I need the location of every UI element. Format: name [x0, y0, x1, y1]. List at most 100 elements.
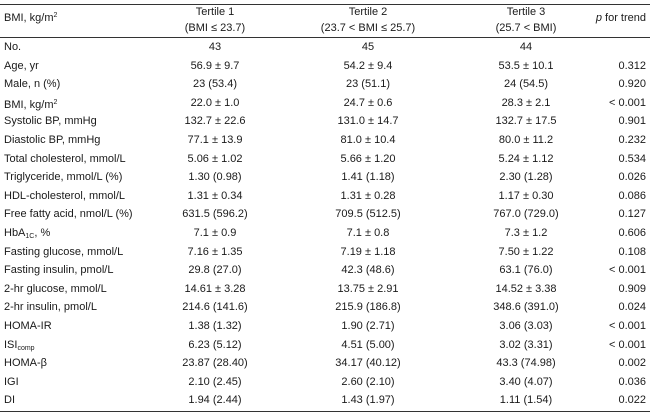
- table-row: HDL-cholesterol, mmol/L 1.31 ± 0.34 1.31 ±…: [0, 187, 650, 206]
- tertile-3-value: 3.40 (4.07): [499, 375, 553, 388]
- table-row: IGI 2.10 (2.45) 2.60 (2.10) 3.40 (4.07) 0.03…: [0, 373, 650, 392]
- row-label: BMI, kg/m2: [4, 98, 58, 111]
- tertile-2-value: 7.1 ± 0.8: [346, 227, 390, 239]
- tertile-1-value: 1.31 ± 0.34: [187, 189, 243, 202]
- row-label: Male, n (%): [4, 78, 61, 91]
- table-row: Male, n (%) 23 (53.4) 23 (51.1) 24 (54.5) 0.…: [0, 75, 650, 94]
- tertile-3-value: 132.7 ± 17.5: [495, 115, 557, 128]
- tertile-3-value: 1.11 (1.54): [499, 394, 553, 407]
- p-value: 0.002: [618, 357, 646, 370]
- tertile-3-value: 3.06 (3.03): [499, 320, 553, 332]
- tertile-3-value: 80.0 ± 11.2: [498, 134, 554, 146]
- p-value: < 0.001: [608, 338, 646, 351]
- row-label: HDL-cholesterol, mmol/L: [4, 189, 126, 202]
- header-tertile-1: Tertile 1: [195, 6, 235, 18]
- tertile-1-value: 14.61 ± 3.28: [184, 282, 246, 295]
- header-tertile-2: Tertile 2: [348, 6, 388, 18]
- row-label: Total cholesterol, mmol/L: [4, 152, 126, 165]
- table-row: HOMA-IR 1.38 (1.32) 1.90 (2.71) 3.06 (3.03)…: [0, 317, 650, 336]
- p-value: 0.022: [618, 394, 646, 407]
- row-label: ISIcomp: [4, 338, 35, 352]
- tertile-1-value: 6.23 (5.12): [188, 338, 242, 351]
- tertile-1-value: 2.10 (2.45): [188, 375, 242, 388]
- tertile-1-value: 23 (53.4): [192, 78, 238, 91]
- table-row: No. 43 45 44: [0, 38, 650, 57]
- row-label: Age, yr: [4, 59, 39, 72]
- tertile-2-value: 1.90 (2.71): [341, 320, 395, 332]
- tertile-1-value: 56.9 ± 9.7: [190, 59, 240, 72]
- tertile-2-value: 1.43 (1.97): [341, 394, 395, 407]
- tertile-1-value: 29.8 (27.0): [188, 264, 242, 277]
- header-bmi-label: BMI, kg/m2: [4, 12, 58, 24]
- row-label: HOMA-IR: [4, 320, 52, 332]
- header-tertile-3: Tertile 3: [506, 6, 546, 18]
- row-label: No.: [4, 41, 22, 53]
- tertile-1-value: 23.87 (28.40): [182, 357, 248, 370]
- tertile-1-value: 214.6 (141.6): [182, 301, 248, 314]
- table-row: HbA1C, % 7.1 ± 0.9 7.1 ± 0.8 7.3 ± 1.2 0.606: [0, 224, 650, 243]
- p-value: < 0.001: [608, 264, 646, 277]
- tertile-1-value: 1.38 (1.32): [188, 320, 242, 332]
- table-row: Fasting insulin, pmol/L 29.8 (27.0) 42.3 (…: [0, 261, 650, 280]
- p-value: 0.024: [618, 301, 646, 314]
- row-label: Fasting glucose, mmol/L: [4, 245, 124, 258]
- header-tertile-3-range: (25.7 < BMI): [495, 22, 557, 34]
- tertile-3-value: 5.24 ± 1.12: [498, 152, 554, 165]
- row-label: DI: [4, 394, 15, 407]
- row-label: Systolic BP, mmHg: [4, 115, 97, 128]
- header-tertile-1-range: (BMI ≤ 23.7): [184, 22, 246, 34]
- p-value: 0.312: [618, 59, 646, 72]
- tertile-2-value: 5.66 ± 1.20: [340, 152, 396, 165]
- tertile-2-value: 709.5 (512.5): [335, 208, 401, 221]
- tertile-2-value: 45: [361, 41, 375, 53]
- table-row: 2-hr insulin, pmol/L 214.6 (141.6) 215.9 (…: [0, 298, 650, 317]
- tertile-1-value: 22.0 ± 1.0: [190, 96, 240, 109]
- row-label: 2-hr glucose, mmol/L: [4, 282, 107, 295]
- table-row: Fasting glucose, mmol/L 7.16 ± 1.35 7.19 ±…: [0, 243, 650, 262]
- row-label: Triglyceride, mmol/L (%): [4, 171, 123, 184]
- p-value: < 0.001: [608, 320, 646, 332]
- tertile-2-value: 1.41 (1.18): [341, 171, 395, 184]
- table-row: Triglyceride, mmol/L (%) 1.30 (0.98) 1.41 …: [0, 168, 650, 187]
- tertile-2-value: 13.75 ± 2.91: [337, 282, 399, 295]
- table-row: Systolic BP, mmHg 132.7 ± 22.6 131.0 ± 14.…: [0, 112, 650, 131]
- row-label: HOMA-β: [4, 357, 47, 370]
- tertile-1-value: 7.16 ± 1.35: [187, 245, 243, 258]
- p-value: 0.026: [618, 171, 646, 184]
- tertile-2-value: 34.17 (40.12): [335, 357, 401, 370]
- tertile-2-value: 215.9 (186.8): [335, 301, 401, 314]
- p-value: 0.232: [618, 134, 646, 146]
- tertile-3-value: 28.3 ± 2.1: [501, 96, 551, 109]
- tertile-2-value: 2.60 (2.10): [341, 375, 395, 388]
- p-value: 0.086: [618, 189, 646, 202]
- header-tertile-2-range: (23.7 < BMI ≤ 25.7): [320, 22, 416, 34]
- tertile-2-value: 54.2 ± 9.4: [343, 59, 393, 72]
- table-row: 2-hr glucose, mmol/L 14.61 ± 3.28 13.75 ± …: [0, 280, 650, 299]
- p-value: 0.108: [618, 245, 646, 258]
- tertile-1-value: 132.7 ± 22.6: [184, 115, 246, 128]
- tertile-1-value: 43: [208, 41, 222, 53]
- p-value: < 0.001: [608, 96, 646, 109]
- tertile-2-value: 7.19 ± 1.18: [340, 245, 396, 258]
- tertile-3-value: 53.5 ± 10.1: [498, 59, 554, 72]
- tertile-1-value: 77.1 ± 13.9: [187, 134, 243, 146]
- tertile-3-value: 44: [519, 41, 533, 53]
- tertile-3-value: 348.6 (391.0): [493, 301, 559, 314]
- tertile-3-value: 2.30 (1.28): [499, 171, 553, 184]
- tertile-3-value: 1.17 ± 0.30: [498, 189, 554, 202]
- tertile-2-value: 1.31 ± 0.28: [340, 189, 396, 202]
- bottom-rule: [0, 411, 650, 412]
- table-row: ISIcomp 6.23 (5.12) 4.51 (5.00) 3.02 (3.31)…: [0, 336, 650, 355]
- header-rule: [0, 37, 650, 38]
- p-value: 0.606: [618, 227, 646, 239]
- table-row: BMI, kg/m2 22.0 ± 1.0 24.7 ± 0.6 28.3 ± 2.1…: [0, 94, 650, 113]
- tertile-2-value: 42.3 (48.6): [341, 264, 395, 277]
- tertile-1-value: 631.5 (596.2): [182, 208, 248, 221]
- row-label: Diastolic BP, mmHg: [4, 134, 101, 146]
- tertile-1-value: 7.1 ± 0.9: [193, 227, 237, 239]
- tertile-1-value: 5.06 ± 1.02: [187, 152, 243, 165]
- tertile-3-value: 14.52 ± 3.38: [495, 282, 557, 295]
- tertile-2-value: 81.0 ± 10.4: [340, 134, 396, 146]
- tertile-3-value: 7.50 ± 1.22: [498, 245, 554, 258]
